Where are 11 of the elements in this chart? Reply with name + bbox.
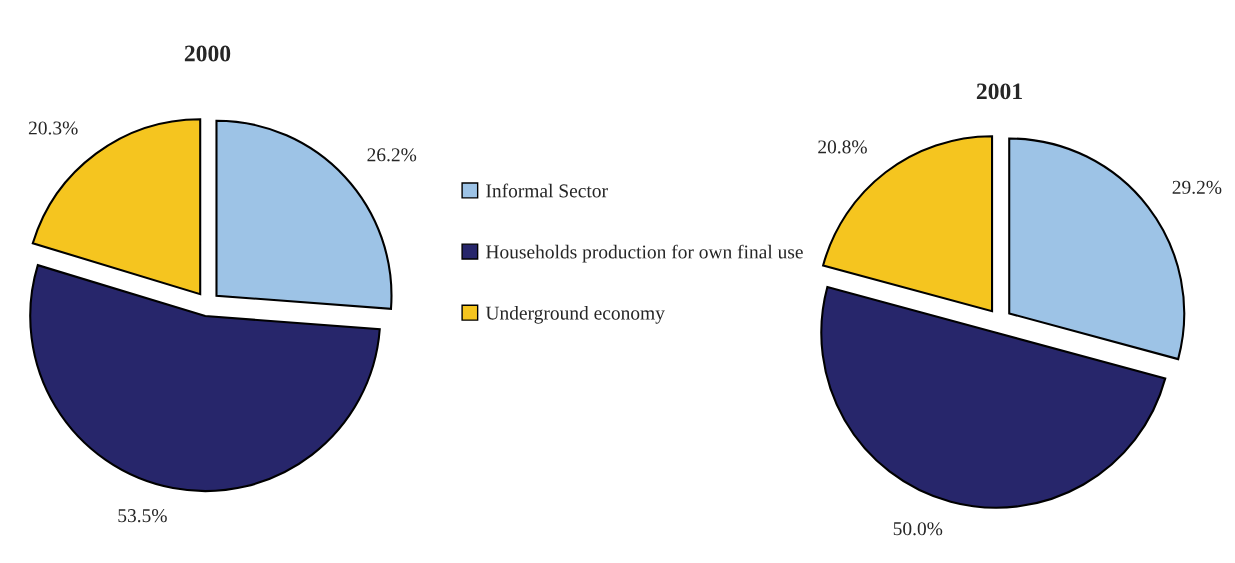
data-label: 29.2% (1172, 180, 1222, 194)
chart-title: 2000 (184, 45, 231, 62)
data-label: 20.8% (818, 140, 867, 154)
data-label: 20.3% (28, 121, 78, 135)
legend-label: Informal Sector (486, 183, 608, 198)
data-label: 26.2% (367, 148, 417, 162)
data-label: 50.0% (893, 522, 943, 536)
chart-title: 2001 (976, 83, 1022, 100)
data-label: 53.5% (118, 509, 167, 523)
legend-label: Households production for own final use (485, 244, 803, 263)
legend-label: Underground economy (485, 305, 665, 324)
